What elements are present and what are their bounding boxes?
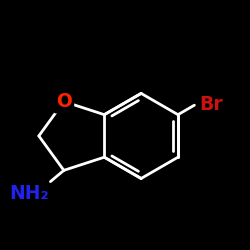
Text: O: O <box>56 92 72 111</box>
Text: NH₂: NH₂ <box>9 184 48 203</box>
Text: Br: Br <box>199 95 222 114</box>
